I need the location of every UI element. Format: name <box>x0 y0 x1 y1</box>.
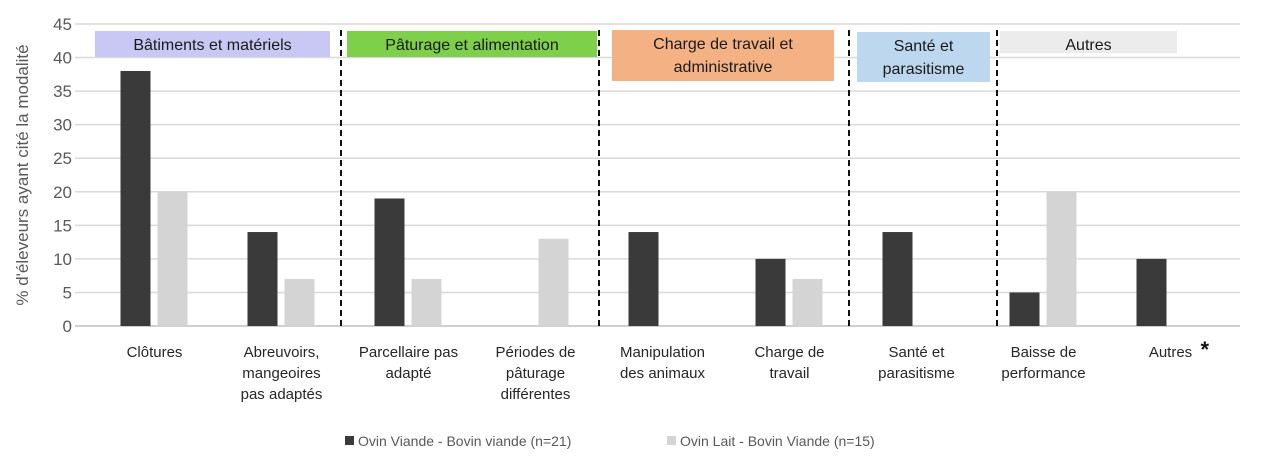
bar-ovin-viande <box>1136 258 1167 326</box>
y-tick-label: 35 <box>53 82 72 101</box>
x-tick-label: Clôtures <box>127 344 183 361</box>
bar-ovin-lait <box>792 279 823 326</box>
x-tick-label: Manipulation des animaux <box>620 344 706 382</box>
bar-ovin-viande <box>1009 292 1040 326</box>
y-tick-label: 15 <box>53 216 72 235</box>
x-tick-label: Abreuvoirs, mangeoires pas adaptés <box>241 344 323 403</box>
group-label: Autres <box>1065 37 1111 54</box>
x-tick-label: Parcellaire pas adapté <box>359 344 458 382</box>
bar-ovin-lait <box>1046 191 1077 326</box>
legend-label: Ovin Viande - Bovin viande (n=21) <box>358 433 571 449</box>
bar-ovin-lait <box>284 279 315 326</box>
y-tick-label: 40 <box>53 49 72 68</box>
legend-label: Ovin Lait - Bovin Viande (n=15) <box>680 433 875 449</box>
group-label: Pâturage et alimentation <box>385 37 558 54</box>
group-label: Santé et parasitisme <box>883 38 965 78</box>
group-label: Bâtiments et matériels <box>133 37 291 54</box>
bar-ovin-lait <box>411 279 442 326</box>
y-tick-label: 25 <box>53 149 72 168</box>
bar-ovin-viande <box>628 232 659 326</box>
y-tick-label: 5 <box>63 283 72 302</box>
legend-swatch <box>345 436 354 445</box>
y-tick-label: 10 <box>53 250 72 269</box>
x-tick-label: Baisse de performance <box>1001 344 1085 382</box>
group-label-box <box>347 31 597 57</box>
y-tick-label: 0 <box>63 317 72 336</box>
y-tick-label: 30 <box>53 116 72 135</box>
bar-ovin-viande <box>882 232 913 326</box>
y-tick-label: 20 <box>53 183 72 202</box>
group-label-box <box>95 31 330 57</box>
bar-ovin-lait <box>538 238 569 326</box>
x-tick-label: Charge de travail <box>754 344 824 382</box>
bar-ovin-lait <box>157 191 188 326</box>
bar-ovin-viande <box>120 70 151 326</box>
bar-ovin-viande <box>374 198 405 326</box>
legend-swatch <box>667 436 676 445</box>
x-tick-label: Périodes de pâturage différentes <box>495 344 575 403</box>
bar-ovin-viande <box>755 258 786 326</box>
bar-ovin-viande <box>247 232 278 326</box>
y-axis-label: % d'éleveurs ayant cité la modalité <box>13 44 32 305</box>
x-tick-label: Autres <box>1149 344 1192 361</box>
x-tick-label: Santé et parasitisme <box>878 344 955 382</box>
group-label-box <box>612 30 834 81</box>
group-label-box <box>857 32 990 82</box>
group-label: Charge de travail et administrative <box>653 36 793 76</box>
y-tick-label: 45 <box>53 15 72 34</box>
annotation-asterisk: * <box>1201 337 1210 362</box>
group-label-box <box>1000 31 1177 53</box>
